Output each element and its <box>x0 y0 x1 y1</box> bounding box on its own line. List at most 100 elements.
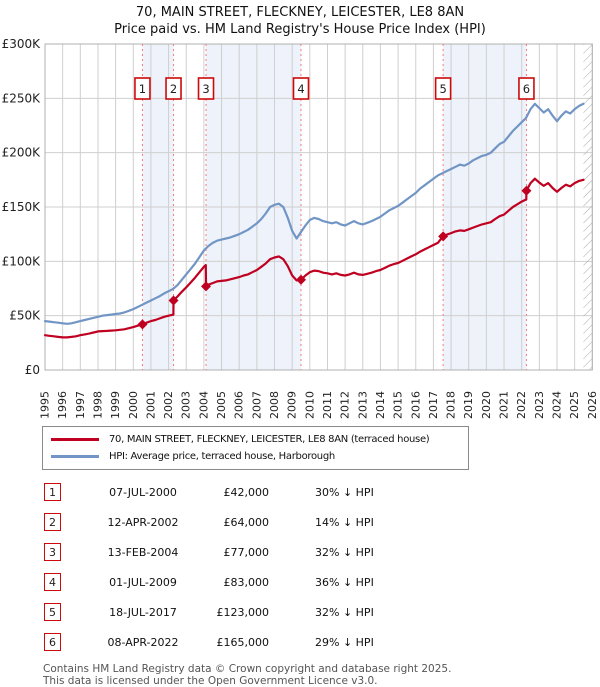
transaction-flag-number: 4 <box>297 82 304 96</box>
x-axis-tick-label: 2000 <box>127 391 140 419</box>
transaction-date: 13-FEB-2004 <box>107 545 179 559</box>
transaction-date: 07-JUL-2000 <box>109 485 177 499</box>
transaction-price: £77,000 <box>223 545 270 559</box>
legend-item-price-paid: 70, MAIN STREET, FLECKNEY, LEICESTER, LE… <box>51 431 462 448</box>
plot-border <box>44 43 593 371</box>
x-axis-tick-label: 2023 <box>533 391 546 419</box>
transaction-row: 1 07-JUL-2000 £42,000 30% ↓ HPI <box>0 477 600 507</box>
x-axis-tick-label: 2016 <box>409 391 422 419</box>
transaction-marker <box>168 295 179 306</box>
transaction-flag <box>518 77 535 100</box>
license-footer: Contains HM Land Registry data © Crown c… <box>43 663 600 687</box>
x-axis-tick-label: 2012 <box>339 391 352 419</box>
x-axis-tick-label: 1997 <box>74 391 87 419</box>
transaction-price: £165,000 <box>216 635 270 649</box>
x-axis-tick-label: 1998 <box>91 391 104 419</box>
chart-subtitle: Price paid vs. HM Land Registry's House … <box>114 22 486 37</box>
plot-area: 1 2 3 4 5 6 £0 £50K £100K £150K £200K £250K £300K 199… <box>2 37 599 419</box>
transaction-flag <box>434 77 452 100</box>
x-axis-tick-label: 2002 <box>162 391 175 419</box>
x-axis-tick-label: 2010 <box>303 391 316 419</box>
x-axis-tick-label: 1996 <box>56 391 69 419</box>
x-axis-tick-label: 2026 <box>586 391 599 419</box>
transaction-number-badge: 3 <box>44 543 61 561</box>
x-axis-tick-label: 2024 <box>550 391 563 419</box>
transaction-hpi-diff: 36% ↓ HPI <box>315 575 374 589</box>
transaction-date: 01-JUL-2009 <box>109 575 177 589</box>
transaction-row: 2 12-APR-2002 £64,000 14% ↓ HPI <box>0 507 600 537</box>
hpi-line-swatch <box>51 455 99 458</box>
y-axis-tick-label: £250K <box>2 91 42 105</box>
transaction-hpi-diff: 14% ↓ HPI <box>315 515 374 529</box>
transaction-marker <box>521 185 532 196</box>
transaction-hpi-diff: 30% ↓ HPI <box>315 485 374 499</box>
x-axis-tick-label: 2004 <box>197 391 210 419</box>
transaction-flag <box>165 77 182 100</box>
x-axis-tick-label: 2018 <box>445 391 458 419</box>
x-axis-tick-label: 2015 <box>392 391 405 419</box>
transaction-marker <box>137 319 148 330</box>
footer-line-2: This data is licensed under the Open Gov… <box>43 675 378 687</box>
transaction-row: 4 01-JUL-2009 £83,000 36% ↓ HPI <box>0 567 600 597</box>
x-axis-tick-label: 2020 <box>480 391 493 419</box>
transaction-flag <box>134 77 151 100</box>
legend-label: 70, MAIN STREET, FLECKNEY, LEICESTER, LE… <box>109 434 430 445</box>
y-axis-tick-label: £300K <box>2 37 42 51</box>
transaction-price: £42,000 <box>223 485 270 499</box>
x-axis-tick-label: 2022 <box>515 391 528 419</box>
transaction-number-badge: 4 <box>44 573 61 591</box>
footer-line-1: Contains HM Land Registry data © Crown c… <box>43 663 452 675</box>
transaction-number-badge: 1 <box>44 483 61 501</box>
transaction-flag-number: 5 <box>439 82 446 96</box>
x-axis-tick-label: 1999 <box>109 391 122 419</box>
future-hatch-band <box>583 44 593 370</box>
x-axis-tick-label: 2025 <box>568 391 581 419</box>
transaction-price: £123,000 <box>216 605 270 619</box>
transaction-marker <box>295 274 306 285</box>
transactions-table: 1 07-JUL-2000 £42,000 30% ↓ HPI 2 12-APR-2002… <box>0 477 600 657</box>
transaction-hpi-diff: 29% ↓ HPI <box>315 635 374 649</box>
transaction-date: 12-APR-2002 <box>107 515 179 529</box>
transaction-flag-number: 3 <box>202 82 209 96</box>
transaction-row: 6 08-APR-2022 £165,000 29% ↓ HPI <box>0 627 600 657</box>
transaction-price: £83,000 <box>223 575 270 589</box>
transaction-number-badge: 2 <box>44 513 61 531</box>
transaction-row: 3 13-FEB-2004 £77,000 32% ↓ HPI <box>0 537 600 567</box>
y-axis-tick-label: £200K <box>2 146 42 160</box>
y-axis-tick-label: £150K <box>2 200 42 214</box>
x-axis-tick-label: 2011 <box>321 391 334 419</box>
transaction-marker <box>201 281 212 292</box>
x-axis-tick-label: 2005 <box>215 391 228 419</box>
transaction-date: 18-JUL-2017 <box>109 605 177 619</box>
price-line <box>43 177 585 339</box>
x-axis-tick-label: 2014 <box>374 391 387 419</box>
legend-item-hpi: HPI: Average price, terraced house, Harb… <box>51 448 462 465</box>
x-axis-tick-label: 2019 <box>462 391 475 419</box>
x-axis-tick-label: 2001 <box>144 391 157 419</box>
legend-label: HPI: Average price, terraced house, Harb… <box>109 451 335 462</box>
y-axis-tick-label: £0 <box>25 363 40 377</box>
transaction-hpi-diff: 32% ↓ HPI <box>315 605 374 619</box>
transaction-hpi-diff: 32% ↓ HPI <box>315 545 374 559</box>
transaction-number-badge: 6 <box>44 633 61 651</box>
x-axis-tick-label: 2003 <box>180 391 193 419</box>
x-axis-tick-label: 2017 <box>427 391 440 419</box>
y-axis-tick-label: £50K <box>9 309 41 323</box>
x-axis-tick-label: 2007 <box>250 391 263 419</box>
y-axis-tick-label: £100K <box>2 254 42 268</box>
chart-title: 70, MAIN STREET, FLECKNEY, LEICESTER, LE… <box>136 5 464 20</box>
transaction-marker <box>438 231 449 242</box>
x-axis-tick-label: 2013 <box>356 391 369 419</box>
transaction-flag <box>292 77 310 100</box>
transaction-flag-number: 1 <box>139 82 146 96</box>
price-line-swatch <box>51 438 99 441</box>
x-axis-tick-label: 2006 <box>233 391 246 419</box>
transaction-row: 5 18-JUL-2017 £123,000 32% ↓ HPI <box>0 597 600 627</box>
chart-legend: 70, MAIN STREET, FLECKNEY, LEICESTER, LE… <box>42 426 469 470</box>
transaction-flag <box>197 77 215 100</box>
transaction-flag-number: 2 <box>170 82 177 96</box>
transaction-number-badge: 5 <box>44 603 61 621</box>
x-axis-tick-label: 1995 <box>39 391 52 419</box>
transaction-flag-number: 6 <box>523 82 530 96</box>
